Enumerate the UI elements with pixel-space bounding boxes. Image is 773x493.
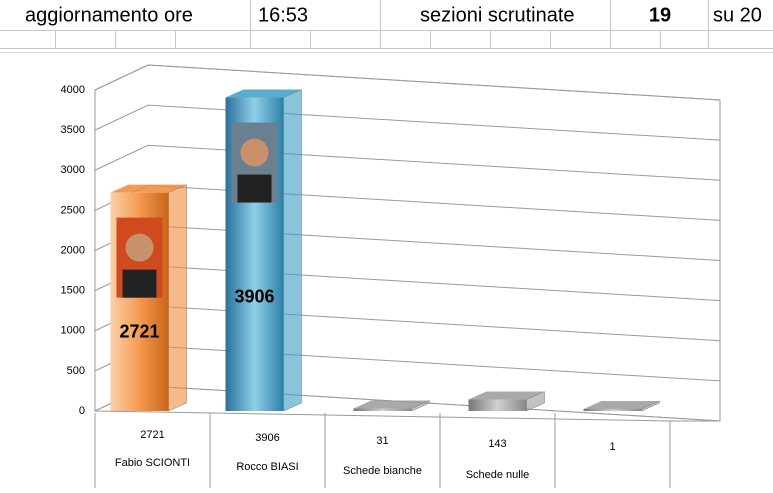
table-value: 1 xyxy=(609,441,615,453)
data-label: 2721 xyxy=(119,321,159,341)
grid-line xyxy=(94,144,721,181)
bar xyxy=(353,408,412,411)
bar-top xyxy=(583,401,660,409)
y-tick-label: 4000 xyxy=(61,84,85,96)
table-category: Schede nulle xyxy=(466,469,530,481)
table-value: 3906 xyxy=(255,432,279,444)
grid-line xyxy=(94,64,721,101)
sections-total: su 20 xyxy=(713,4,762,26)
table-value: 31 xyxy=(376,435,388,447)
y-tick-label: 3500 xyxy=(61,124,85,136)
photo-suit xyxy=(122,269,157,298)
photo-face xyxy=(240,138,269,167)
sections-done: 19 xyxy=(649,4,671,26)
table-category: Fabio SCIONTI xyxy=(115,457,190,469)
back-wall xyxy=(94,64,721,422)
table-value: 143 xyxy=(488,438,506,450)
header-label: aggiornamento ore xyxy=(25,4,193,26)
bar xyxy=(468,399,527,411)
bar-top xyxy=(353,400,430,409)
y-tick-label: 2000 xyxy=(61,244,85,256)
cell-grid xyxy=(0,0,773,49)
grid-line xyxy=(94,104,721,141)
y-tick-label: 500 xyxy=(67,365,85,377)
bar-side xyxy=(283,89,302,412)
bar-top xyxy=(468,391,545,400)
y-tick-label: 3000 xyxy=(61,164,85,176)
sections-label: sezioni scrutinate xyxy=(420,4,575,26)
plot: 0 500 1000 1500 2000 2500 3000 3500 4000 2721 2721… xyxy=(61,64,721,488)
photo-suit xyxy=(237,174,272,203)
table-category: Rocco BIASI xyxy=(236,461,298,473)
photo-face xyxy=(125,233,154,262)
y-tick-label: 1500 xyxy=(61,285,85,297)
y-tick-label: 2500 xyxy=(61,204,85,216)
y-tick-label: 1000 xyxy=(61,325,85,337)
bar-top xyxy=(225,89,302,98)
bar-side xyxy=(168,184,187,412)
table-category: Schede bianche xyxy=(343,465,422,477)
y-tick-label: 0 xyxy=(79,405,85,417)
data-label: 3906 xyxy=(234,286,274,306)
bar-top xyxy=(110,184,187,193)
header-time: 16:53 xyxy=(258,4,308,26)
table-value: 2721 xyxy=(140,429,164,441)
bar xyxy=(583,409,642,411)
